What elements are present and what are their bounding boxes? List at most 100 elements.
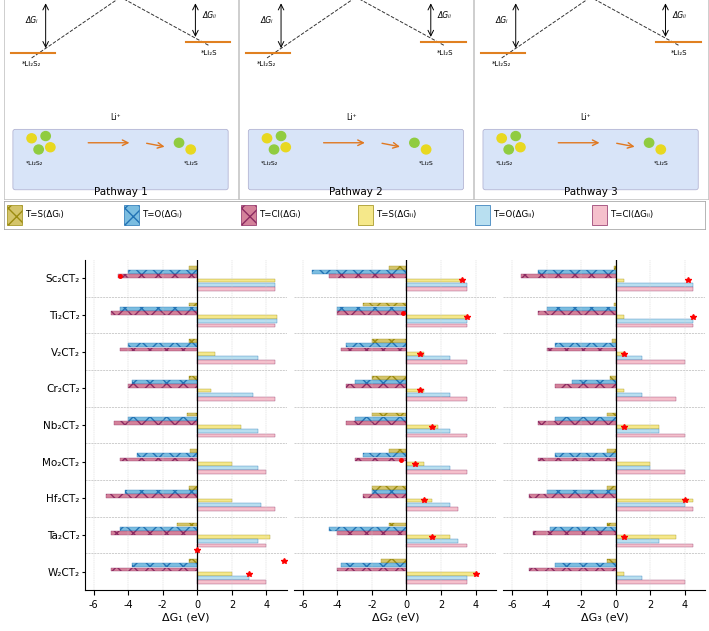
Bar (381, 559, 406, 563)
Bar (547, 348, 615, 351)
Bar (406, 572, 476, 575)
Bar (406, 356, 450, 360)
Text: ΔGᵢ: ΔGᵢ (496, 16, 508, 25)
Bar (406, 535, 450, 539)
Bar (341, 348, 406, 351)
Bar (111, 568, 197, 572)
Bar (406, 466, 450, 470)
Text: *Li₂S: *Li₂S (654, 161, 668, 166)
Bar (120, 527, 197, 531)
Circle shape (281, 143, 291, 151)
Bar (197, 535, 270, 539)
Bar (197, 324, 275, 327)
Bar (128, 416, 197, 420)
Bar (615, 462, 650, 466)
Text: *Li₂S: *Li₂S (419, 161, 433, 166)
Text: ΔGᵢ: ΔGᵢ (26, 16, 38, 25)
Text: *Li₂S: *Li₂S (184, 161, 198, 166)
Bar (120, 307, 197, 310)
Bar (607, 449, 615, 453)
Bar (341, 563, 406, 567)
Bar (187, 413, 197, 416)
Bar (197, 470, 267, 474)
Text: ΔGᵢᵢ: ΔGᵢᵢ (438, 11, 452, 20)
Bar (106, 494, 197, 498)
Bar (530, 568, 615, 572)
Bar (197, 319, 277, 323)
Bar (532, 531, 615, 534)
FancyBboxPatch shape (13, 129, 228, 190)
Bar (615, 470, 685, 474)
Text: T=Cl(ΔGᵢ): T=Cl(ΔGᵢ) (259, 210, 301, 220)
Bar (406, 462, 424, 466)
Bar (406, 360, 467, 364)
Bar (389, 522, 406, 526)
Bar (615, 278, 625, 282)
Text: Pathway 2: Pathway 2 (329, 187, 383, 196)
Circle shape (186, 145, 196, 154)
Bar (197, 397, 275, 401)
Text: Pathway 3: Pathway 3 (564, 187, 618, 196)
Bar (615, 498, 693, 502)
Bar (615, 316, 625, 319)
Circle shape (277, 131, 286, 141)
Circle shape (34, 145, 43, 154)
Bar (406, 540, 458, 543)
Bar (607, 559, 615, 563)
Bar (311, 270, 406, 274)
Circle shape (269, 145, 279, 154)
Bar (615, 540, 659, 543)
Bar (197, 507, 275, 510)
Bar (547, 307, 615, 310)
Bar (555, 454, 615, 457)
Bar (197, 466, 258, 470)
Bar (197, 544, 267, 548)
Bar (354, 416, 406, 420)
Text: Li⁺: Li⁺ (111, 114, 121, 122)
Bar (128, 384, 197, 388)
Text: ΔGᵢᵢ: ΔGᵢᵢ (203, 11, 216, 20)
Bar (197, 498, 232, 502)
Text: T=Cl(ΔGᵢᵢ): T=Cl(ΔGᵢᵢ) (610, 210, 654, 220)
Bar (406, 425, 437, 429)
Bar (615, 392, 642, 396)
Bar (612, 339, 615, 343)
Bar (197, 572, 232, 575)
Bar (346, 421, 406, 425)
Bar (406, 324, 467, 327)
Circle shape (421, 145, 431, 154)
Text: *Li₂S₂: *Li₂S₂ (261, 161, 278, 166)
Bar (189, 266, 197, 269)
Bar (124, 206, 139, 225)
Bar (615, 283, 693, 286)
Bar (555, 563, 615, 567)
Bar (406, 392, 450, 396)
Bar (189, 302, 197, 306)
Bar (197, 283, 275, 286)
Bar (607, 413, 615, 416)
Bar (197, 540, 258, 543)
Text: *Li₂S: *Li₂S (437, 50, 453, 56)
Bar (372, 490, 406, 494)
Bar (406, 397, 467, 401)
Bar (191, 449, 197, 453)
Bar (189, 486, 197, 490)
Text: ΔGᵢᵢ: ΔGᵢᵢ (673, 11, 686, 20)
Bar (550, 527, 615, 531)
Bar (197, 425, 240, 429)
Bar (132, 563, 197, 567)
Text: *Li₂S: *Li₂S (201, 50, 218, 56)
Bar (177, 522, 197, 526)
Text: T=S(ΔGᵢ): T=S(ΔGᵢ) (26, 210, 65, 220)
Circle shape (515, 143, 525, 151)
Bar (406, 507, 458, 510)
Circle shape (656, 145, 666, 154)
Circle shape (511, 131, 520, 141)
Circle shape (27, 134, 36, 143)
Bar (197, 581, 267, 584)
Bar (406, 352, 424, 356)
FancyBboxPatch shape (248, 129, 464, 190)
Bar (197, 352, 215, 356)
Bar (197, 392, 252, 396)
Bar (7, 206, 22, 225)
